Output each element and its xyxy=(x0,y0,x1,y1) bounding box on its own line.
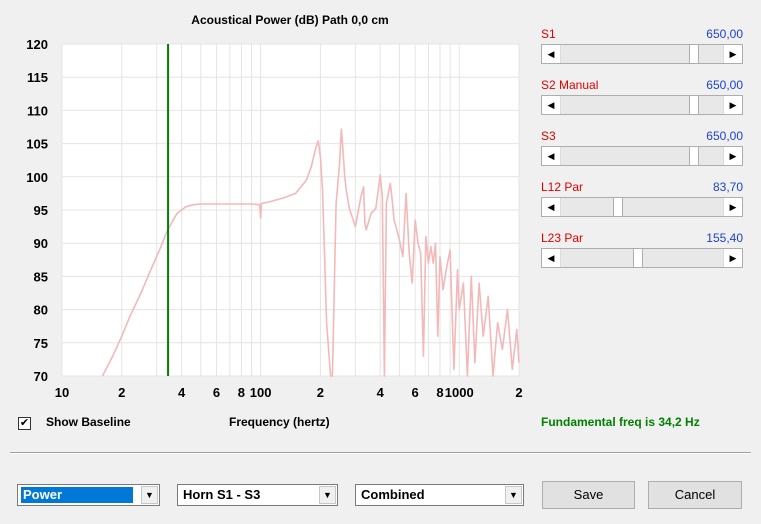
chevron-down-icon[interactable]: ▼ xyxy=(141,486,158,504)
arrow-right-icon[interactable]: ▶ xyxy=(723,249,742,267)
slider-value: 83,70 xyxy=(712,180,743,194)
slider-thumb[interactable] xyxy=(613,198,624,216)
slider-track[interactable] xyxy=(561,45,723,63)
x-tick-label: 10 xyxy=(55,385,69,400)
x-tick-label: 1000 xyxy=(445,385,474,400)
slider-label: S2 Manual xyxy=(541,78,599,92)
show-baseline-checkbox[interactable]: ✔ xyxy=(18,417,31,430)
slider-scrollbar[interactable]: ◀ ▶ xyxy=(541,44,743,64)
slider-value: 155,40 xyxy=(706,231,743,245)
slider-label: L23 Par xyxy=(541,231,584,245)
slider-scrollbar[interactable]: ◀ ▶ xyxy=(541,197,743,217)
y-tick-label: 105 xyxy=(26,137,48,152)
slider-scrollbar[interactable]: ◀ ▶ xyxy=(541,248,743,268)
separator-line xyxy=(10,452,751,454)
slider-label: S1 xyxy=(541,27,556,41)
slider-thumb[interactable] xyxy=(688,45,699,63)
x-tick-label: 2 xyxy=(118,385,125,400)
y-tick-label: 115 xyxy=(27,70,48,85)
x-axis-ticks: 10 2 4 6 8 100 2 4 6 8 1000 2 xyxy=(55,385,523,400)
x-tick-label: 8 xyxy=(436,385,443,400)
x-tick-label: 100 xyxy=(250,385,272,400)
chevron-down-icon[interactable]: ▼ xyxy=(319,486,336,504)
y-tick-label: 110 xyxy=(27,103,48,118)
slider-track[interactable] xyxy=(561,198,723,216)
slider-scrollbar[interactable]: ◀ ▶ xyxy=(541,146,743,166)
x-tick-label: 8 xyxy=(238,385,245,400)
slider-track[interactable] xyxy=(561,147,723,165)
show-baseline-text: Show Baseline xyxy=(46,415,131,429)
x-tick-label: 4 xyxy=(377,385,385,400)
mode-select[interactable]: Power ▼ xyxy=(17,484,160,506)
chart-title: Acoustical Power (dB) Path 0,0 cm xyxy=(191,13,388,27)
slider-scrollbar[interactable]: ◀ ▶ xyxy=(541,95,743,115)
slider-label: L12 Par xyxy=(541,180,584,194)
series-line xyxy=(101,128,520,377)
x-tick-label: 2 xyxy=(317,385,324,400)
y-tick-label: 90 xyxy=(34,236,48,251)
arrow-left-icon[interactable]: ◀ xyxy=(542,198,561,216)
y-tick-label: 80 xyxy=(34,303,48,318)
y-tick-label: 120 xyxy=(26,37,48,52)
slider-thumb[interactable] xyxy=(688,96,699,114)
fundamental-frequency-text: Fundamental freq is 34,2 Hz xyxy=(541,415,700,429)
arrow-right-icon[interactable]: ▶ xyxy=(723,198,742,216)
slider-label: S3 xyxy=(541,129,556,143)
power-chart: Acoustical Power (dB) Path 0,0 cm 120 115… xyxy=(26,13,523,400)
show-baseline-label[interactable]: Show Baseline xyxy=(46,415,131,429)
combine-select-value: Combined xyxy=(361,487,425,502)
save-button[interactable]: Save xyxy=(542,481,635,509)
arrow-left-icon[interactable]: ◀ xyxy=(542,249,561,267)
arrow-right-icon[interactable]: ▶ xyxy=(723,45,742,63)
horn-select[interactable]: Horn S1 - S3 ▼ xyxy=(177,484,338,506)
slider-value: 650,00 xyxy=(706,27,743,41)
slider-value: 650,00 xyxy=(706,78,743,92)
slider-thumb[interactable] xyxy=(633,249,644,267)
y-tick-label: 70 xyxy=(34,369,48,384)
chart-grid xyxy=(61,43,520,377)
slider-track[interactable] xyxy=(561,96,723,114)
arrow-left-icon[interactable]: ◀ xyxy=(542,147,561,165)
y-axis-ticks: 120 115 110 105 100 95 90 85 80 75 70 xyxy=(26,37,48,384)
horn-select-value: Horn S1 - S3 xyxy=(183,487,261,502)
x-tick-label: 6 xyxy=(213,385,220,400)
save-button-label: Save xyxy=(573,487,604,502)
chevron-down-icon[interactable]: ▼ xyxy=(505,486,522,504)
arrow-left-icon[interactable]: ◀ xyxy=(542,96,561,114)
cancel-button[interactable]: Cancel xyxy=(648,481,742,509)
x-axis-label: Frequency (hertz) xyxy=(229,415,330,429)
x-tick-label: 6 xyxy=(412,385,419,400)
cancel-button-label: Cancel xyxy=(674,487,716,502)
x-tick-label: 4 xyxy=(178,385,186,400)
y-tick-label: 85 xyxy=(34,269,48,284)
combine-select[interactable]: Combined ▼ xyxy=(355,484,524,506)
slider-value: 650,00 xyxy=(706,129,743,143)
arrow-right-icon[interactable]: ▶ xyxy=(723,147,742,165)
mode-select-value: Power xyxy=(21,487,133,503)
y-tick-label: 95 xyxy=(34,203,48,218)
arrow-right-icon[interactable]: ▶ xyxy=(723,96,742,114)
x-tick-label: 2 xyxy=(515,385,522,400)
arrow-left-icon[interactable]: ◀ xyxy=(542,45,561,63)
slider-thumb[interactable] xyxy=(688,147,699,165)
y-tick-label: 75 xyxy=(34,336,48,351)
chart-series xyxy=(101,128,520,377)
y-tick-label: 100 xyxy=(26,170,48,185)
